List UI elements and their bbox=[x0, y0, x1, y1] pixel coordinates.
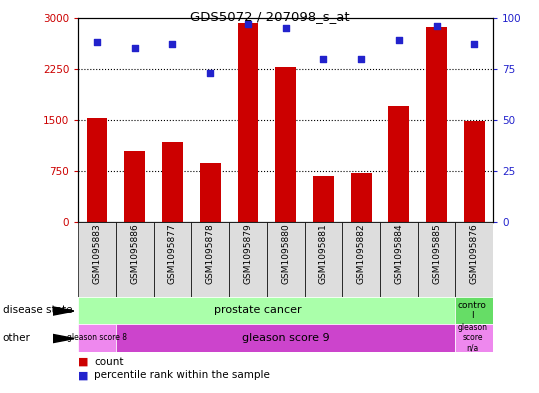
Bar bbox=[455, 324, 493, 352]
Point bbox=[395, 37, 403, 43]
Bar bbox=[200, 163, 220, 222]
Text: GSM1095884: GSM1095884 bbox=[395, 224, 403, 284]
Text: GSM1095886: GSM1095886 bbox=[130, 224, 139, 284]
Bar bbox=[154, 222, 191, 297]
Text: disease state: disease state bbox=[3, 305, 72, 316]
Point bbox=[357, 55, 365, 62]
Text: GSM1095885: GSM1095885 bbox=[432, 224, 441, 284]
Text: GSM1095876: GSM1095876 bbox=[470, 224, 479, 284]
Point bbox=[206, 70, 215, 76]
Point bbox=[244, 21, 252, 27]
Text: prostate cancer: prostate cancer bbox=[213, 305, 301, 316]
Polygon shape bbox=[53, 307, 74, 315]
Bar bbox=[418, 222, 455, 297]
Polygon shape bbox=[53, 334, 74, 343]
Bar bbox=[493, 222, 512, 297]
Point bbox=[432, 23, 441, 29]
Text: other: other bbox=[3, 333, 31, 343]
Text: GSM1095882: GSM1095882 bbox=[357, 224, 365, 284]
Text: ■: ■ bbox=[78, 370, 88, 380]
Bar bbox=[305, 222, 342, 297]
Bar bbox=[313, 176, 334, 222]
Bar bbox=[116, 222, 154, 297]
Bar bbox=[455, 297, 493, 324]
Text: count: count bbox=[94, 356, 124, 367]
Bar bbox=[191, 222, 229, 297]
Point bbox=[93, 39, 101, 45]
Bar bbox=[455, 222, 493, 297]
Text: gleason score 8: gleason score 8 bbox=[67, 334, 127, 342]
Bar bbox=[87, 118, 107, 222]
Bar bbox=[342, 222, 380, 297]
Text: GSM1095883: GSM1095883 bbox=[93, 224, 101, 284]
Bar bbox=[238, 23, 258, 222]
Text: GSM1095877: GSM1095877 bbox=[168, 224, 177, 284]
Bar bbox=[229, 222, 267, 297]
Bar bbox=[116, 324, 455, 352]
Text: gleason
score
n/a: gleason score n/a bbox=[458, 323, 487, 353]
Bar bbox=[78, 324, 116, 352]
Text: GSM1095881: GSM1095881 bbox=[319, 224, 328, 284]
Bar bbox=[426, 27, 447, 222]
Text: GSM1095878: GSM1095878 bbox=[206, 224, 215, 284]
Text: GSM1095879: GSM1095879 bbox=[244, 224, 252, 284]
Point bbox=[319, 55, 328, 62]
Bar bbox=[351, 173, 371, 222]
Text: ■: ■ bbox=[78, 356, 88, 367]
Point bbox=[168, 41, 177, 48]
Text: GSM1095880: GSM1095880 bbox=[281, 224, 290, 284]
Text: GDS5072 / 207098_s_at: GDS5072 / 207098_s_at bbox=[190, 10, 349, 23]
Bar bbox=[464, 121, 485, 222]
Bar bbox=[162, 141, 183, 222]
Bar bbox=[380, 222, 418, 297]
Point bbox=[281, 25, 290, 31]
Bar bbox=[389, 106, 409, 222]
Bar bbox=[78, 222, 116, 297]
Bar bbox=[275, 67, 296, 222]
Bar bbox=[125, 151, 145, 222]
Text: percentile rank within the sample: percentile rank within the sample bbox=[94, 370, 270, 380]
Text: gleason score 9: gleason score 9 bbox=[242, 333, 329, 343]
Point bbox=[130, 45, 139, 51]
Bar bbox=[267, 222, 305, 297]
Point bbox=[470, 41, 479, 48]
Text: contro
l: contro l bbox=[458, 301, 487, 320]
